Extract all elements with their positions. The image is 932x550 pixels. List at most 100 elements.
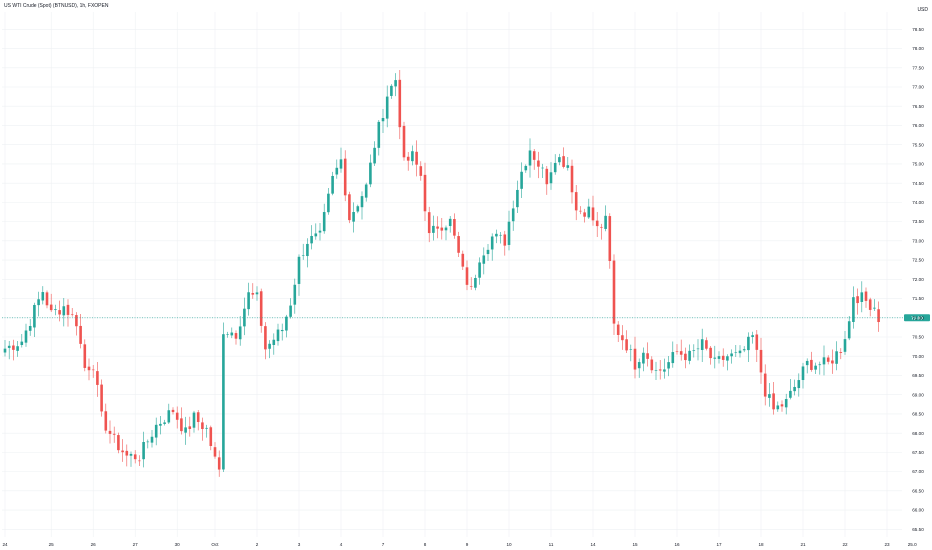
candle [772, 382, 775, 415]
candle-body [24, 330, 28, 343]
x-tick-label: 18 [758, 542, 764, 547]
grid-lines [2, 12, 902, 537]
candle-body [663, 369, 666, 372]
time-axis[interactable]: 24 25 26 27 30 Oct 2 3 4 7 8 9 10 11 14 15 16 17 18 21 22 23 2… [2, 542, 917, 547]
candle [663, 358, 666, 379]
candle-body [793, 386, 796, 392]
candle [713, 345, 717, 369]
candle [511, 200, 515, 231]
candle [558, 153, 561, 166]
candle [436, 216, 439, 239]
y-tick-label: 73.00 [912, 238, 924, 243]
candle [79, 314, 82, 349]
candle-body [465, 267, 469, 285]
candle-body [394, 80, 397, 87]
candle [301, 243, 305, 260]
candle-body [415, 151, 418, 165]
candle [520, 162, 523, 198]
candle [864, 287, 868, 308]
candle-body [390, 85, 393, 96]
candle-body [343, 158, 347, 196]
candle-body [423, 174, 427, 212]
candle [570, 159, 574, 204]
candle-body [499, 234, 502, 236]
candle [793, 379, 796, 396]
candle [87, 358, 91, 381]
candle [730, 349, 733, 364]
candle [213, 442, 217, 459]
price-axis[interactable]: 65.50 66.00 66.50 67.00 67.50 68.00 68.50 69.00… [912, 27, 924, 532]
candle [209, 425, 213, 451]
candle [524, 164, 528, 173]
candle-body [247, 292, 250, 310]
candle-body [814, 365, 817, 370]
x-tick-label: 21 [800, 542, 806, 547]
candle [562, 147, 565, 169]
candle-body [780, 404, 784, 407]
candle-body [591, 207, 595, 221]
candle-body [604, 215, 607, 229]
candle-body [310, 235, 313, 244]
candle-body [486, 249, 490, 255]
candle-body [121, 450, 124, 453]
candle-body [826, 357, 830, 362]
candle-body [108, 430, 112, 434]
candle-body [54, 309, 57, 311]
candle [679, 339, 683, 361]
candle-body [398, 79, 402, 128]
candle [75, 312, 78, 336]
candle-body [280, 329, 284, 332]
candle-body [133, 454, 137, 460]
y-tick-label: 76.00 [912, 123, 924, 128]
candle-body [763, 373, 767, 397]
candle-body [440, 227, 444, 231]
candle [196, 410, 200, 431]
candle [625, 330, 628, 353]
candle [62, 297, 66, 327]
candle [104, 403, 108, 434]
candle-body [62, 306, 66, 316]
candle [255, 286, 259, 301]
candle [780, 400, 784, 412]
candle-body [877, 309, 880, 323]
candle-body [558, 157, 561, 163]
candle-body [738, 350, 742, 354]
candle-body [100, 384, 103, 412]
candle [528, 138, 532, 178]
candle [398, 70, 402, 140]
candle [490, 233, 494, 261]
candle [482, 247, 486, 275]
last-price-label: 71.00 [911, 315, 923, 320]
candle-body [654, 370, 658, 371]
candle-body [482, 255, 486, 264]
candle [797, 373, 801, 397]
candle [37, 291, 40, 317]
candle [839, 348, 843, 360]
candle [331, 171, 334, 196]
candle [83, 339, 87, 372]
candle [709, 346, 712, 365]
candle [406, 152, 410, 171]
candle [776, 401, 780, 412]
candle [621, 325, 624, 350]
x-tick-label: 17 [716, 542, 722, 547]
candle-body [810, 359, 813, 370]
candle-body [553, 162, 557, 173]
candle-body [272, 339, 276, 346]
candle [692, 344, 696, 358]
candle [747, 332, 750, 362]
candle-body [805, 360, 809, 366]
candle [318, 222, 322, 241]
candle-body [675, 351, 679, 353]
candle [650, 356, 654, 374]
candle-body [411, 151, 414, 162]
candle [755, 330, 759, 363]
candle-body [658, 369, 662, 371]
candle [789, 378, 792, 400]
candle [600, 223, 603, 240]
candle [16, 340, 19, 357]
candle [310, 225, 313, 250]
candle-body [822, 357, 826, 365]
candle-body [742, 349, 746, 351]
